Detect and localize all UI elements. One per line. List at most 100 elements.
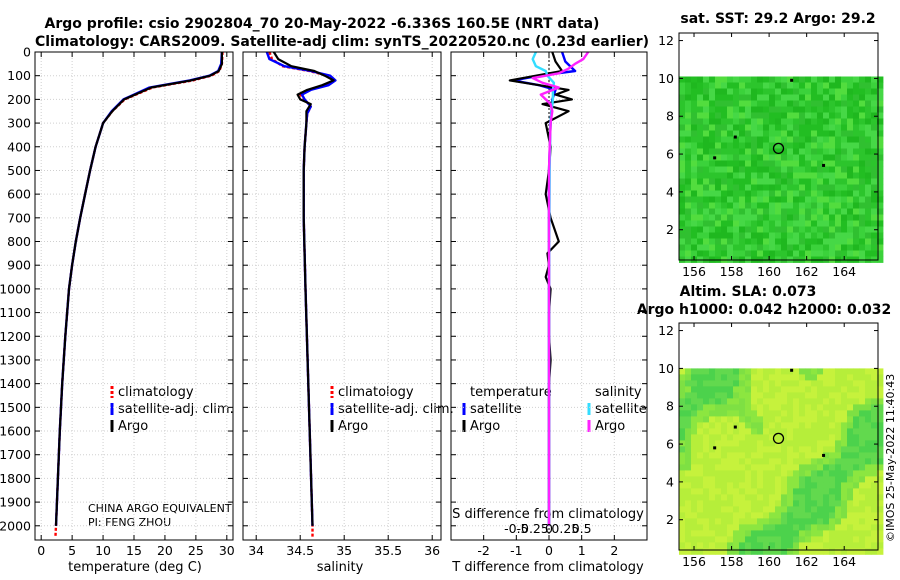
salinity-frame — [242, 51, 442, 541]
map-cell — [865, 434, 872, 441]
map-cell — [841, 130, 848, 137]
map-cell — [691, 118, 698, 125]
map-cell — [685, 112, 692, 119]
map-cell — [841, 148, 848, 155]
map-cell — [691, 76, 698, 83]
map-cell — [679, 82, 686, 89]
map-cell — [865, 464, 872, 471]
map-cell — [859, 386, 866, 393]
map-cell — [721, 118, 728, 125]
map-cell — [835, 196, 842, 203]
map-cell — [679, 398, 686, 405]
map-cell — [727, 428, 734, 435]
map-cell — [793, 518, 800, 525]
map-cell — [853, 130, 860, 137]
map-cell — [847, 392, 854, 399]
map-cell — [685, 446, 692, 453]
map-cell — [877, 416, 884, 423]
map-cell — [745, 136, 752, 143]
map-cell — [775, 392, 782, 399]
map-cell — [763, 404, 770, 411]
legend-climatology: climatology — [118, 385, 194, 400]
map-cell — [769, 482, 776, 489]
map-cell — [799, 374, 806, 381]
map-cell — [859, 380, 866, 387]
map-cell — [865, 172, 872, 179]
map-cell — [769, 226, 776, 233]
map-cell — [715, 452, 722, 459]
map-cell — [775, 536, 782, 543]
map-cell — [781, 506, 788, 513]
map-cell — [709, 494, 716, 501]
map-cell — [835, 410, 842, 417]
map-cell — [793, 214, 800, 221]
map-cell — [871, 446, 878, 453]
map-cell — [787, 118, 794, 125]
map-cell — [763, 142, 770, 149]
map-cell — [847, 422, 854, 429]
map-cell — [817, 190, 824, 197]
map-cell — [691, 160, 698, 167]
map-cell — [805, 76, 812, 83]
map-cell — [787, 154, 794, 161]
map-cell — [697, 470, 704, 477]
map-cell — [841, 530, 848, 537]
map-cell — [739, 500, 746, 507]
map-cell — [697, 202, 704, 209]
map-cell — [679, 148, 686, 155]
map-cell — [715, 238, 722, 245]
map-cell — [715, 488, 722, 495]
map-cell — [805, 82, 812, 89]
map-cell — [691, 386, 698, 393]
map-cell — [739, 100, 746, 107]
map-cell — [799, 106, 806, 113]
map-cell — [787, 226, 794, 233]
map-cell — [853, 178, 860, 185]
map-cell — [721, 530, 728, 537]
map-cell — [715, 178, 722, 185]
map-cell — [775, 476, 782, 483]
map-cell — [811, 452, 818, 459]
map-cell — [835, 416, 842, 423]
map-cell — [841, 500, 848, 507]
map-cell — [733, 464, 740, 471]
map-cell — [859, 220, 866, 227]
map-cell — [757, 398, 764, 405]
map-cell — [835, 434, 842, 441]
y-tick-label: 12 — [658, 323, 674, 338]
map-cell — [751, 368, 758, 375]
map-cell — [679, 512, 686, 519]
map-cell — [841, 524, 848, 531]
map-cell — [679, 464, 686, 471]
map-cell — [745, 434, 752, 441]
map-cell — [853, 470, 860, 477]
map-cell — [877, 530, 884, 537]
map-cell — [685, 184, 692, 191]
x-tick-label: 5 — [68, 543, 76, 558]
map-cell — [787, 458, 794, 465]
map-cell — [823, 518, 830, 525]
map-cell — [703, 76, 710, 83]
map-cell — [859, 494, 866, 501]
map-cell — [841, 518, 848, 525]
map-cell — [727, 148, 734, 155]
map-cell — [853, 458, 860, 465]
map-cell — [805, 220, 812, 227]
map-cell — [775, 142, 782, 149]
map-cell — [709, 100, 716, 107]
map-cell — [781, 446, 788, 453]
map-cell — [679, 100, 686, 107]
map-cell — [787, 422, 794, 429]
map-cell — [715, 226, 722, 233]
map-cell — [691, 202, 698, 209]
map-cell — [871, 542, 878, 549]
map-cell — [811, 548, 818, 555]
map-cell — [763, 434, 770, 441]
map-cell — [871, 172, 878, 179]
map-cell — [835, 220, 842, 227]
map-cell — [829, 196, 836, 203]
map-cell — [871, 530, 878, 537]
map-cell — [865, 482, 872, 489]
map-cell — [745, 404, 752, 411]
map-cell — [739, 392, 746, 399]
